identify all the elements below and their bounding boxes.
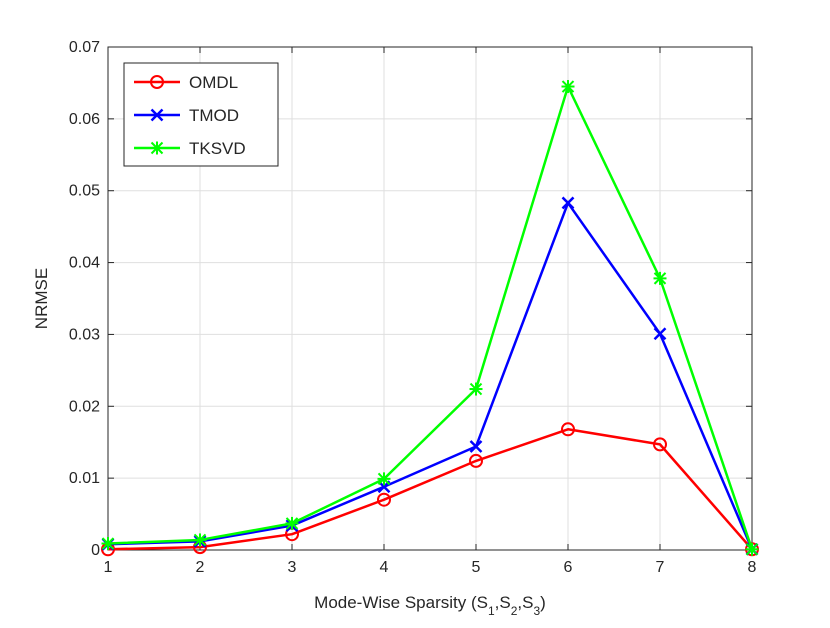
series-line	[107, 85, 754, 550]
y-tick-label: 0.01	[69, 470, 100, 487]
data-point	[469, 440, 483, 453]
y-tick-label: 0.07	[69, 39, 100, 56]
x-axis-label-part: ,S	[495, 593, 511, 612]
x-axis-label-part: Mode-Wise Sparsity (S	[314, 593, 488, 612]
x-marker-stroke	[469, 440, 483, 453]
data-point	[653, 327, 667, 341]
x-axis-label-part: ,S	[517, 593, 533, 612]
data-point	[745, 542, 759, 556]
circle-marker	[150, 75, 164, 89]
x-axis-label-part: )	[540, 593, 546, 612]
legend: OMDL TMOD TKSVD	[123, 62, 279, 167]
x-tick-label: 1	[104, 559, 113, 576]
data-point	[377, 472, 391, 486]
data-point	[653, 437, 667, 452]
x-axis-label: Mode-Wise Sparsity (S1,S2,S3)	[314, 593, 546, 618]
legend-item: TMOD	[134, 106, 239, 125]
data-point	[469, 453, 483, 468]
series-line	[107, 201, 754, 550]
circle-marker	[653, 437, 667, 452]
legend-label: TMOD	[189, 106, 239, 125]
x-axis-label-subscript: 2	[511, 604, 518, 618]
data-point	[150, 141, 164, 155]
data-point	[101, 537, 115, 551]
y-tick-label: 0.02	[69, 398, 100, 415]
y-tick-label: 0	[91, 542, 100, 559]
x-axis-label-subscript: 1	[488, 604, 495, 618]
circle-marker	[377, 492, 391, 507]
y-tick-label: 0.04	[69, 255, 100, 272]
legend-item: OMDL	[134, 73, 238, 92]
x-tick-label: 6	[564, 559, 573, 576]
x-tick-label: 7	[656, 559, 665, 576]
x-tick-label: 2	[196, 559, 205, 576]
y-tick-label: 0.03	[69, 326, 100, 343]
series-tksvd	[101, 80, 759, 556]
x-axis-label-subscript: 3	[533, 604, 540, 618]
series-line	[107, 428, 753, 551]
data-point	[561, 196, 575, 210]
x-tick-label: 3	[288, 559, 297, 576]
x-marker-stroke	[150, 108, 164, 122]
circle-marker	[469, 453, 483, 468]
y-tick-label: 0.06	[69, 111, 100, 128]
data-point	[193, 533, 207, 547]
x-marker-stroke	[653, 327, 667, 341]
axis-ticks: 1 2 3 4 5 6 7 8 0 0.01 0.02 0.03 0.04 0.05 0.06 0.07	[69, 39, 757, 576]
data-point	[469, 382, 483, 396]
series-lines	[101, 80, 759, 557]
legend-label: OMDL	[189, 73, 238, 92]
data-point	[150, 108, 164, 122]
data-point	[285, 516, 299, 530]
y-axis-label: NRMSE	[32, 268, 51, 329]
x-tick-label: 8	[748, 559, 757, 576]
legend-item: TKSVD	[134, 139, 246, 158]
y-tick-label: 0.05	[69, 183, 100, 200]
data-point	[653, 271, 667, 285]
data-point	[377, 492, 391, 507]
data-point	[561, 80, 575, 94]
x-tick-label: 5	[472, 559, 481, 576]
data-point	[150, 75, 164, 89]
x-marker-stroke	[561, 196, 575, 210]
legend-label: TKSVD	[189, 139, 246, 158]
data-point	[561, 422, 575, 437]
x-tick-label: 4	[380, 559, 389, 576]
plot-frame	[107, 46, 753, 551]
circle-marker	[561, 422, 575, 437]
